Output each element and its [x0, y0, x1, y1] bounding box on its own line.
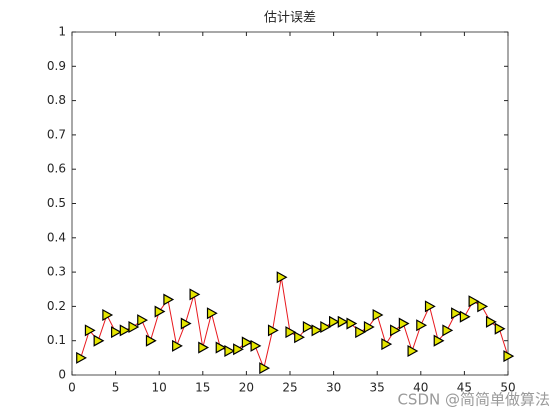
y-tick-label: 0.5 — [47, 196, 66, 210]
x-tick-label: 45 — [457, 381, 472, 395]
marker — [102, 308, 114, 321]
marker — [189, 288, 201, 301]
marker — [163, 293, 175, 306]
marker — [355, 326, 366, 339]
marker — [285, 326, 297, 339]
marker — [233, 343, 244, 356]
marker — [381, 338, 393, 351]
x-tick-label: 5 — [112, 381, 120, 395]
marker — [198, 341, 210, 354]
x-tick-label: 10 — [152, 381, 167, 395]
watermark: CSDN @简简单做算法 — [397, 391, 550, 409]
marker — [311, 324, 323, 337]
x-tick-label: 40 — [413, 381, 428, 395]
marker — [137, 314, 148, 327]
y-tick-label: 0.9 — [47, 59, 66, 73]
x-tick-label: 20 — [239, 381, 254, 395]
marker — [250, 339, 262, 352]
marker — [111, 326, 122, 339]
x-tick-label: 35 — [370, 381, 385, 395]
x-tick-label: 30 — [326, 381, 341, 395]
x-tick-label: 50 — [500, 381, 515, 395]
marker — [329, 315, 340, 328]
marker — [477, 300, 489, 313]
y-tick-label: 0.2 — [47, 299, 66, 313]
marker — [398, 317, 410, 330]
marker — [145, 334, 157, 347]
marker — [451, 307, 462, 320]
y-tick-label: 1 — [58, 25, 66, 39]
marker — [363, 320, 375, 333]
marker — [241, 336, 253, 349]
marker — [224, 344, 236, 358]
marker — [372, 308, 384, 321]
marker — [485, 315, 497, 328]
y-tick-label: 0.6 — [47, 162, 66, 176]
marker — [267, 324, 279, 337]
marker — [84, 324, 96, 337]
x-tick-label: 15 — [195, 381, 210, 395]
marker — [442, 324, 454, 337]
marker — [390, 324, 401, 337]
marker — [172, 339, 183, 352]
marker — [424, 300, 436, 313]
marker — [407, 344, 419, 358]
marker — [459, 310, 471, 323]
marker — [76, 351, 87, 364]
marker — [302, 320, 314, 333]
marker — [154, 305, 166, 318]
marker — [180, 317, 192, 330]
y-tick-label: 0.4 — [47, 230, 66, 244]
y-tick-label: 0.1 — [47, 333, 66, 347]
marker — [93, 334, 105, 347]
chart-title: 估计误差 — [264, 11, 316, 26]
marker — [433, 334, 445, 347]
marker — [416, 319, 428, 332]
marker — [128, 320, 140, 333]
marker — [259, 362, 271, 375]
marker — [215, 341, 227, 354]
marker — [320, 320, 332, 333]
marker — [468, 295, 480, 308]
x-tick-label: 0 — [68, 381, 76, 395]
y-tick-label: 0.7 — [47, 127, 66, 141]
marker — [494, 322, 506, 335]
marker — [119, 324, 131, 337]
y-tick-label: 0.8 — [47, 93, 66, 107]
x-tick-label: 25 — [282, 381, 297, 395]
y-tick-label: 0 — [58, 368, 66, 382]
marker — [276, 271, 288, 284]
marker — [294, 331, 305, 344]
y-tick-label: 0.3 — [47, 265, 66, 279]
marker — [346, 317, 358, 330]
marker — [337, 315, 349, 328]
marker — [206, 307, 218, 320]
marker — [503, 350, 515, 363]
